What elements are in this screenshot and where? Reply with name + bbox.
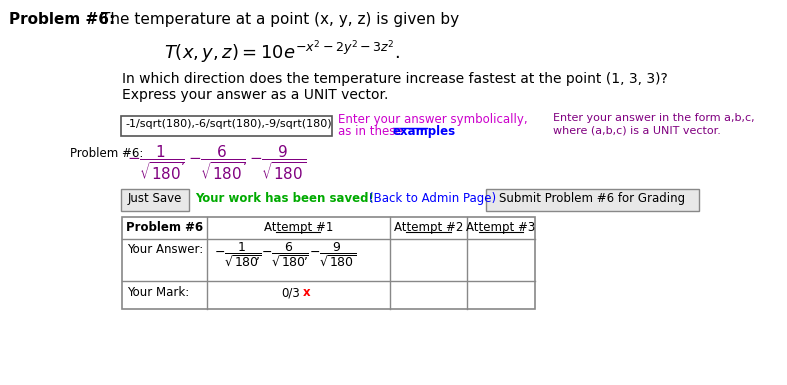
Text: ,: , — [256, 249, 260, 262]
Text: Your Mark:: Your Mark: — [127, 286, 189, 299]
Text: Just Save: Just Save — [127, 192, 183, 205]
Bar — [122, 217, 534, 309]
Text: $-\dfrac{1}{\sqrt{180}}$: $-\dfrac{1}{\sqrt{180}}$ — [214, 241, 262, 269]
Text: x: x — [303, 286, 311, 299]
Text: examples: examples — [393, 125, 456, 138]
Text: $-\dfrac{6}{\sqrt{180}}$: $-\dfrac{6}{\sqrt{180}}$ — [188, 143, 245, 182]
Text: Problem #6:: Problem #6: — [9, 12, 116, 27]
Text: ,: , — [242, 152, 247, 166]
Text: Enter your answer in the form a,b,c,: Enter your answer in the form a,b,c, — [552, 113, 754, 123]
Text: -1/sqrt(180),-6/sqrt(180),-9/sqrt(180): -1/sqrt(180),-6/sqrt(180),-9/sqrt(180) — [125, 119, 331, 129]
Text: $-\dfrac{9}{\sqrt{180}}$: $-\dfrac{9}{\sqrt{180}}$ — [249, 143, 306, 182]
Text: Your work has been saved!: Your work has been saved! — [195, 192, 375, 205]
Text: 0/3: 0/3 — [282, 286, 300, 299]
Text: Attempt #2: Attempt #2 — [394, 221, 464, 234]
Text: Problem #6: Problem #6 — [126, 221, 203, 234]
FancyBboxPatch shape — [121, 116, 332, 136]
Text: Your Answer:: Your Answer: — [127, 243, 203, 256]
Text: Problem #6:: Problem #6: — [71, 147, 144, 160]
Text: Attempt #1: Attempt #1 — [264, 221, 333, 234]
Text: $-\dfrac{6}{\sqrt{180}}$: $-\dfrac{6}{\sqrt{180}}$ — [261, 241, 309, 269]
Text: In which direction does the temperature increase fastest at the point (1, 3, 3)?: In which direction does the temperature … — [122, 72, 668, 86]
Text: Express your answer as a UNIT vector.: Express your answer as a UNIT vector. — [122, 88, 389, 102]
FancyBboxPatch shape — [121, 189, 189, 211]
Text: ,: , — [181, 152, 186, 166]
Text: The temperature at a point (x, y, z) is given by: The temperature at a point (x, y, z) is … — [102, 12, 460, 27]
Text: Attempt #3: Attempt #3 — [466, 221, 535, 234]
Text: Enter your answer symbolically,: Enter your answer symbolically, — [338, 113, 528, 126]
Text: (Back to Admin Page): (Back to Admin Page) — [369, 192, 497, 205]
Text: $-\dfrac{1}{\sqrt{180}}$: $-\dfrac{1}{\sqrt{180}}$ — [127, 143, 184, 182]
Text: as in these: as in these — [338, 125, 407, 138]
Text: Submit Problem #6 for Grading: Submit Problem #6 for Grading — [500, 192, 685, 205]
Text: where (a,b,c) is a UNIT vector.: where (a,b,c) is a UNIT vector. — [552, 125, 720, 135]
Text: $T(x, y, z) = 10e^{-x^2 - 2y^2 - 3z^2}.$: $T(x, y, z) = 10e^{-x^2 - 2y^2 - 3z^2}.$ — [164, 38, 401, 65]
Text: $-\dfrac{9}{\sqrt{180}}$: $-\dfrac{9}{\sqrt{180}}$ — [309, 241, 357, 269]
Text: ,: , — [304, 249, 308, 262]
FancyBboxPatch shape — [486, 189, 699, 211]
